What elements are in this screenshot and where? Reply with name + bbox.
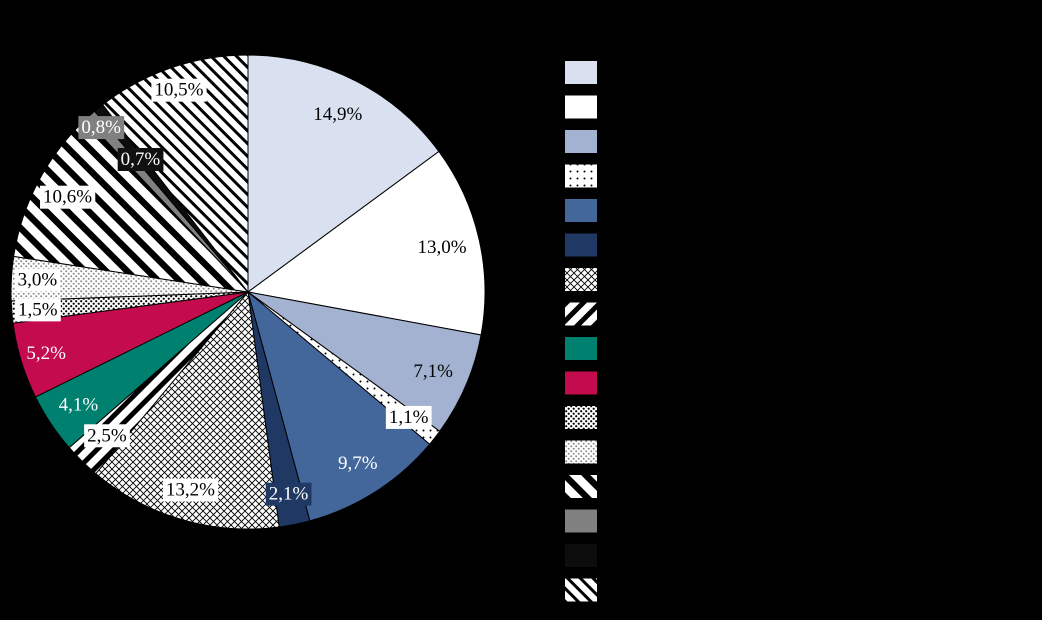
legend-swatch bbox=[565, 61, 597, 84]
slice-label: 9,7% bbox=[338, 453, 378, 474]
pie-slice bbox=[95, 290, 280, 530]
pie-slice bbox=[247, 54, 440, 293]
slice-label-box bbox=[117, 148, 164, 172]
slice-label: 5,2% bbox=[26, 343, 66, 364]
legend-swatch bbox=[565, 406, 597, 429]
slice-label: 13,0% bbox=[417, 237, 466, 258]
legend-group bbox=[565, 61, 597, 602]
legend-swatch bbox=[565, 475, 597, 498]
legend-swatch bbox=[565, 578, 597, 602]
slice-label: 0,8% bbox=[81, 117, 121, 138]
slice-label: 4,1% bbox=[59, 394, 99, 415]
pie-slice bbox=[247, 291, 482, 433]
slice-label: 10,6% bbox=[43, 187, 92, 208]
pie-slice bbox=[246, 150, 486, 336]
legend-swatch bbox=[565, 509, 597, 533]
slice-label-box bbox=[40, 185, 96, 209]
legend-swatch bbox=[565, 233, 597, 257]
slice-label-box bbox=[14, 268, 61, 292]
legend-swatch bbox=[565, 95, 597, 119]
legend-swatch bbox=[565, 268, 597, 291]
pie-slice bbox=[247, 290, 431, 522]
slice-label: 2,5% bbox=[87, 425, 127, 446]
slice-label: 10,5% bbox=[154, 80, 203, 101]
slice-label: 13,2% bbox=[166, 480, 215, 501]
legend-swatch bbox=[565, 371, 597, 395]
slice-label-box bbox=[385, 405, 432, 429]
legend-swatch bbox=[565, 130, 597, 153]
slice-label-box bbox=[78, 116, 125, 140]
legend-swatch bbox=[565, 337, 597, 360]
slice-label-box bbox=[15, 298, 61, 322]
slice-label-box bbox=[162, 478, 219, 502]
pie-labels-group: 14,9% 13,0% 7,1% 1,1% 9,7% 2,1% 13,2% 2,5% 4,1% 5… bbox=[14, 78, 467, 506]
slice-label: 1,1% bbox=[389, 407, 429, 428]
pie-slice bbox=[102, 54, 249, 294]
slice-label: 0,7% bbox=[121, 149, 161, 170]
legend-swatch bbox=[565, 199, 597, 222]
slice-label: 14,9% bbox=[313, 104, 362, 125]
legend-swatch bbox=[565, 164, 597, 188]
pie-slices-group bbox=[10, 54, 486, 530]
slice-label-box bbox=[151, 78, 207, 102]
slice-label-box bbox=[84, 424, 130, 448]
slice-label: 2,1% bbox=[269, 484, 309, 505]
slice-label-box bbox=[265, 482, 312, 506]
legend-swatch bbox=[565, 440, 597, 464]
legend-swatch bbox=[565, 302, 597, 326]
legend-swatch bbox=[565, 544, 597, 567]
slice-label: 3,0% bbox=[18, 270, 58, 291]
slice-label: 1,5% bbox=[18, 299, 58, 320]
slice-label: 7,1% bbox=[413, 361, 453, 382]
